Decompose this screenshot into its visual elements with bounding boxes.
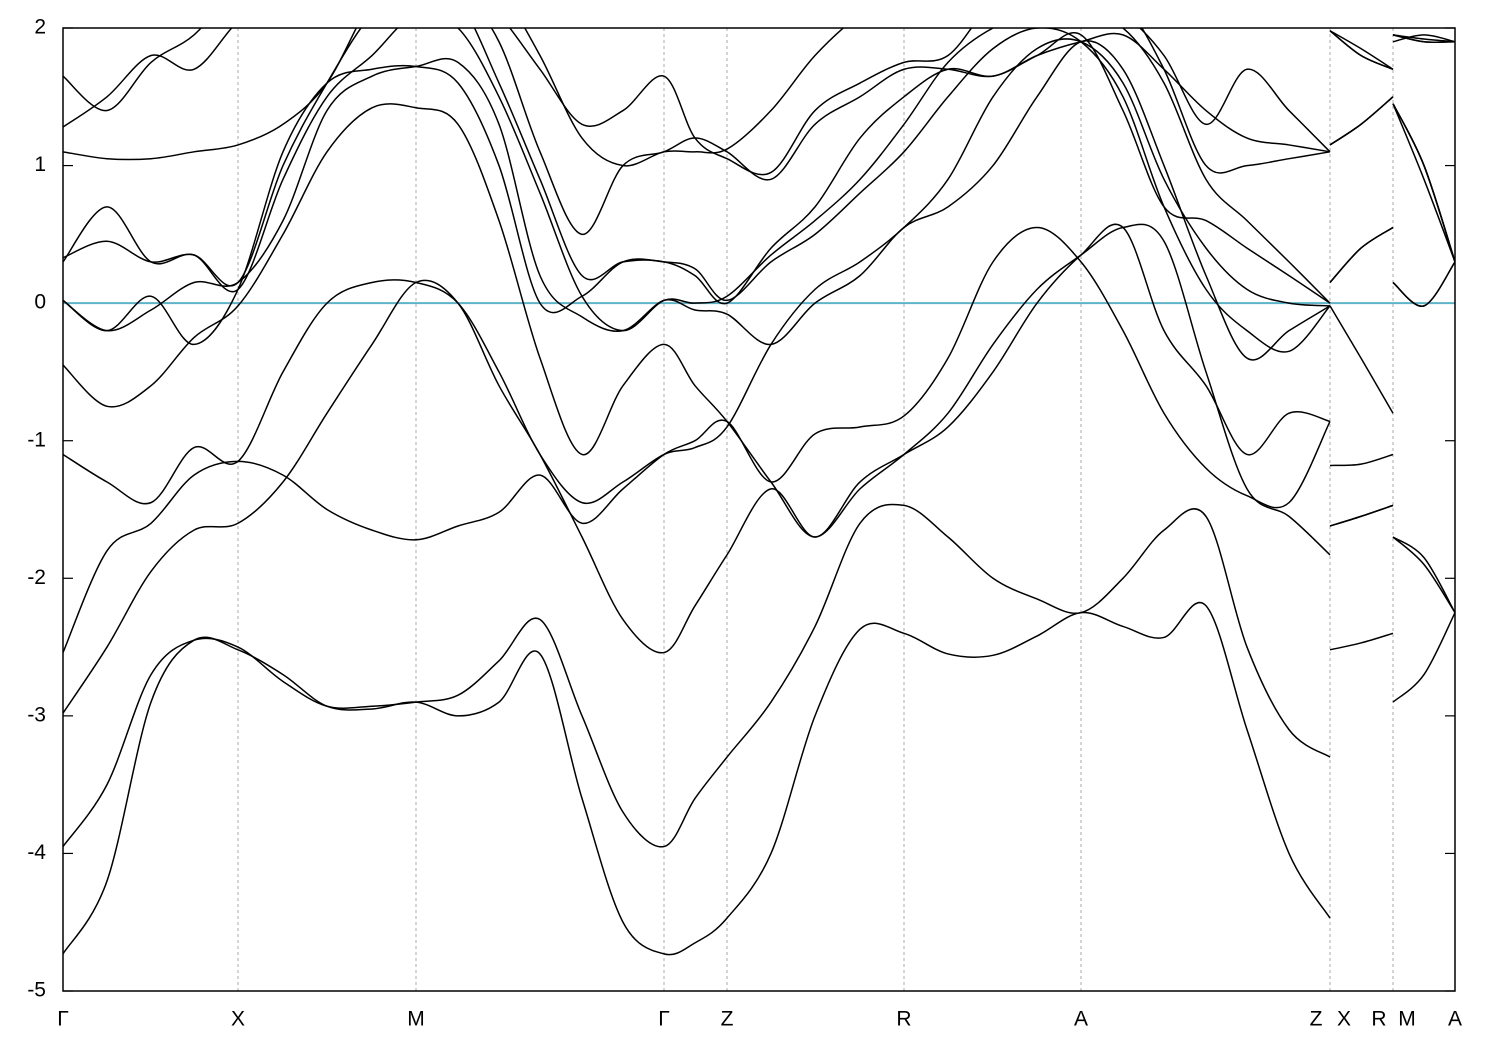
y-tick-label: 2 [34, 16, 46, 39]
band-line [63, 28, 1455, 167]
y-tick-label: -3 [27, 703, 46, 726]
plot-frame [62, 27, 1456, 992]
band-line [63, 223, 1455, 714]
x-tick-label: A [1448, 1008, 1462, 1031]
band-line [63, 28, 1455, 263]
band-line [63, 34, 1455, 505]
bands [63, 28, 1455, 956]
x-tick-label: X [231, 1008, 245, 1031]
band-line [63, 103, 1455, 653]
x-tick-label: M [1398, 1008, 1416, 1031]
band-line [63, 503, 1455, 848]
x-tick-label: R [1371, 1008, 1386, 1031]
x-tick-label: Z [1310, 1008, 1323, 1031]
x-tick-label: Γ [57, 1008, 69, 1031]
x-tick-label: R [896, 1008, 911, 1031]
y-tick-label: -4 [27, 841, 46, 864]
x-tick-label: M [407, 1008, 425, 1031]
x-tick-label: A [1074, 1008, 1088, 1031]
x-tick-label: Z [721, 1008, 734, 1031]
band-line [63, 103, 1455, 614]
y-tick-label: -5 [27, 979, 46, 1002]
y-tick-label: -2 [27, 566, 46, 589]
band-line [63, 28, 1455, 236]
x-tick-label: Γ [658, 1008, 670, 1031]
y-tick-label: -1 [27, 428, 46, 451]
band-line [63, 28, 1455, 305]
y-tick-label: 1 [34, 153, 46, 176]
y-tick-label: 0 [34, 291, 46, 314]
x-tick-label: X [1337, 1008, 1351, 1031]
band-line [63, 601, 1455, 956]
band-line [63, 28, 1455, 332]
band-line [63, 40, 1455, 361]
grid [62, 27, 1456, 992]
